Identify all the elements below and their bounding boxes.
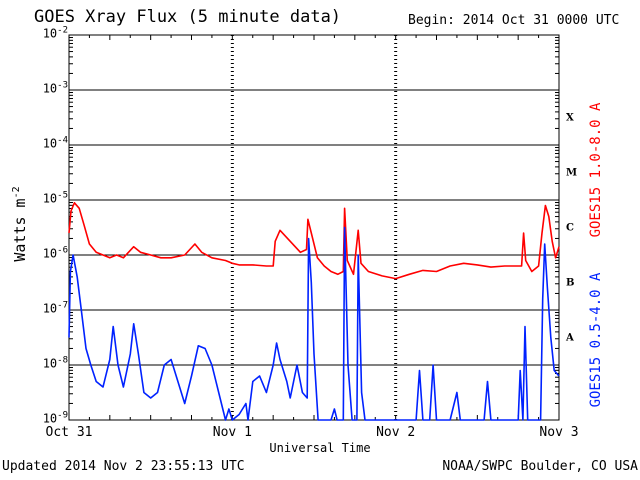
y-tick-label: 10-4 xyxy=(42,135,68,151)
series-line-1 xyxy=(68,202,560,280)
series-lines xyxy=(68,202,560,421)
chart-title: GOES Xray Flux (5 minute data) xyxy=(34,7,342,27)
flare-class-label: A xyxy=(566,332,574,343)
y-axis-label: Watts m-2 xyxy=(11,186,29,262)
series-line-2 xyxy=(68,226,560,421)
y-tick-label: 10-6 xyxy=(42,245,68,261)
credit-label: NOAA/SWPC Boulder, CO USA xyxy=(442,459,638,474)
y-tick-label: 10-2 xyxy=(42,25,68,41)
flare-class-label: B xyxy=(566,277,575,288)
x-tick-label: Oct 31 xyxy=(45,425,93,440)
y-tick-label: 10-7 xyxy=(42,300,68,316)
y-tick-label: 10-5 xyxy=(42,190,68,206)
plot-grid xyxy=(68,35,560,420)
x-axis-label: Universal Time xyxy=(269,441,371,455)
flare-class-label: M xyxy=(566,167,578,178)
updated-timestamp: Updated 2014 Nov 2 23:55:13 UTC xyxy=(2,459,245,474)
y-tick-label: 10-8 xyxy=(42,355,68,371)
legend-entry-1: GOES15 1.0-8.0 A xyxy=(588,102,604,238)
x-tick-label: Nov 3 xyxy=(539,425,579,440)
begin-time-label: Begin: 2014 Oct 31 0000 UTC xyxy=(408,13,620,28)
legend-entry-2: GOES15 0.5-4.0 A xyxy=(588,272,604,408)
y-tick-label: 10-9 xyxy=(42,410,68,426)
flare-class-label: C xyxy=(566,222,574,233)
y-tick-label: 10-3 xyxy=(42,80,68,96)
x-tick-label: Nov 1 xyxy=(212,425,252,440)
x-tick-label: Nov 2 xyxy=(376,425,416,440)
flare-class-label: X xyxy=(566,112,574,123)
